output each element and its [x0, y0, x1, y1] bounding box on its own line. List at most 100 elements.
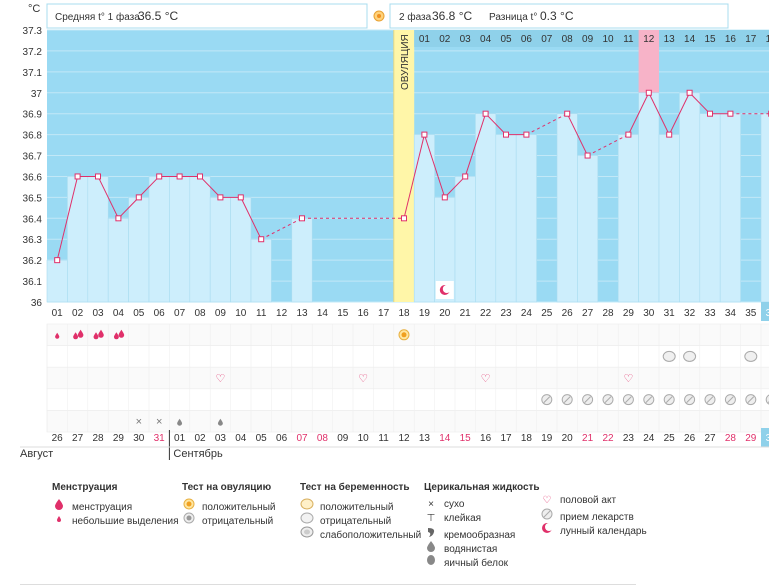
temperature-point — [135, 194, 142, 201]
cycle-day-label: 12 — [276, 308, 288, 319]
cycle-day-label: 20 — [439, 308, 451, 319]
cycle-day-label: 33 — [704, 308, 716, 319]
legend-item-intercourse: половой акт — [560, 495, 617, 506]
y-tick-label: 37.1 — [23, 68, 43, 79]
y-tick-label: 36.5 — [23, 193, 43, 204]
heart-icon: ♡ — [623, 373, 633, 385]
temperature-bar — [169, 176, 191, 303]
temperature-segment — [587, 134, 629, 156]
pill-icon-line — [686, 396, 693, 403]
temperature-point — [54, 257, 61, 264]
legend-divider — [20, 584, 636, 585]
legend-item-moon: лунный календарь — [560, 526, 647, 537]
temperature-point — [584, 152, 591, 159]
cycle-day-label: 31 — [664, 308, 676, 319]
temperature-point — [421, 131, 428, 138]
temperature-bar — [515, 134, 537, 303]
legend-item-ovulation-positive: положительный — [202, 502, 276, 513]
legend-ovulation-test-title: Тест на овуляцию — [182, 482, 272, 493]
temperature-point — [523, 131, 530, 138]
temperature-bar — [760, 113, 769, 303]
calendar-date: 19 — [541, 433, 553, 444]
legend-menstruation-title: Менструация — [52, 482, 118, 493]
calendar-date: 11 — [378, 433, 389, 444]
temperature-bar — [699, 113, 721, 303]
temperature-bar — [107, 218, 129, 303]
watery-icon — [177, 418, 183, 426]
temperature-point — [115, 215, 122, 222]
calendar-date: 28 — [725, 433, 737, 444]
phase2-day-label: 01 — [419, 34, 431, 45]
temperature-bar — [475, 113, 497, 303]
temperature-point — [666, 131, 673, 138]
menstruation-icon — [98, 329, 104, 338]
ovulation-sun-icon — [373, 10, 385, 22]
legend-cervical-title: Церикальная жидкость — [424, 482, 540, 493]
pregnancy-negative-icon — [683, 350, 697, 362]
cycle-day-label: 04 — [113, 308, 125, 319]
y-tick-label: 36.2 — [23, 256, 43, 267]
temperature-segment — [56, 176, 79, 261]
temperature-segment — [485, 113, 507, 135]
temperature-bar — [46, 259, 68, 303]
y-tick-label: 36.8 — [23, 131, 43, 142]
legend-item-pregnancy-negative: отрицательный — [320, 516, 392, 527]
cycle-day-label: 02 — [72, 308, 84, 319]
cycle-day-label: 28 — [602, 308, 614, 319]
y-tick-label: 36 — [31, 298, 43, 309]
temperature-bar — [617, 134, 639, 303]
legend-cervical: Церикальная жидкость × сухо ⊤ клейкая крем… — [424, 482, 540, 569]
legend-item-creamy: кремообразная — [444, 530, 516, 541]
phase2-day-label: 04 — [480, 34, 492, 45]
calendar-date: 29 — [113, 433, 125, 444]
cycle-day-label: 25 — [541, 308, 553, 319]
temperature-point — [727, 110, 734, 117]
cycle-day-label: 07 — [174, 308, 186, 319]
calendar-date: 20 — [562, 433, 574, 444]
spotting-icon — [52, 512, 66, 529]
calendar-date: 17 — [500, 433, 512, 444]
cycle-day-label: 35 — [745, 308, 757, 319]
temperature-bar — [679, 92, 701, 303]
temperature-point — [217, 194, 224, 201]
y-tick-label: 36.6 — [23, 172, 43, 183]
temperature-bar — [454, 176, 476, 303]
cycle-day-label: 15 — [337, 308, 349, 319]
temperature-bar — [291, 218, 313, 303]
y-tick-label: 37 — [31, 89, 43, 100]
temperature-segment — [648, 92, 670, 135]
temperature-bar — [413, 134, 435, 303]
calendar-date: 26 — [684, 433, 696, 444]
temperature-point — [95, 173, 101, 180]
legend-pregnancy-test-title: Тест на беременность — [300, 482, 410, 493]
pill-icon-line — [604, 396, 612, 403]
temperature-segment — [118, 197, 140, 219]
calendar-date: 13 — [419, 433, 431, 444]
ovulation-label: ОВУЛЯЦИЯ — [400, 34, 411, 90]
cycle-day-label: 17 — [378, 308, 390, 319]
legend-item-sticky: клейкая — [444, 513, 482, 524]
menstruation-icon — [77, 329, 84, 338]
ovulation-negative-icon — [182, 512, 196, 529]
temperature-bar — [209, 197, 231, 303]
phase2-day-label: 16 — [725, 34, 737, 45]
temperature-bar — [719, 113, 741, 303]
sticky-icon: ⊤ — [426, 513, 436, 524]
pill-icon-line — [543, 396, 551, 403]
ovulation-positive-icon — [182, 498, 196, 515]
calendar-date: 27 — [704, 433, 716, 444]
heart-icon: ♡ — [481, 373, 491, 385]
temperature-segment — [260, 217, 303, 240]
cycle-day-label: 08 — [194, 308, 206, 319]
y-tick-label: 36.7 — [23, 152, 43, 163]
temperature-segment — [240, 197, 262, 240]
phase2-day-label: 11 — [623, 34, 634, 45]
phase2-label: 2 фаза — [399, 11, 432, 23]
calendar-date: 18 — [521, 433, 533, 444]
cycle-day-label: 14 — [317, 308, 329, 319]
calendar-date: 16 — [480, 433, 492, 444]
pregnancy-negative-icon — [300, 512, 314, 529]
temperature-point — [237, 194, 244, 201]
pill-icon-line — [645, 396, 653, 403]
cycle-day-label: 22 — [480, 308, 492, 319]
